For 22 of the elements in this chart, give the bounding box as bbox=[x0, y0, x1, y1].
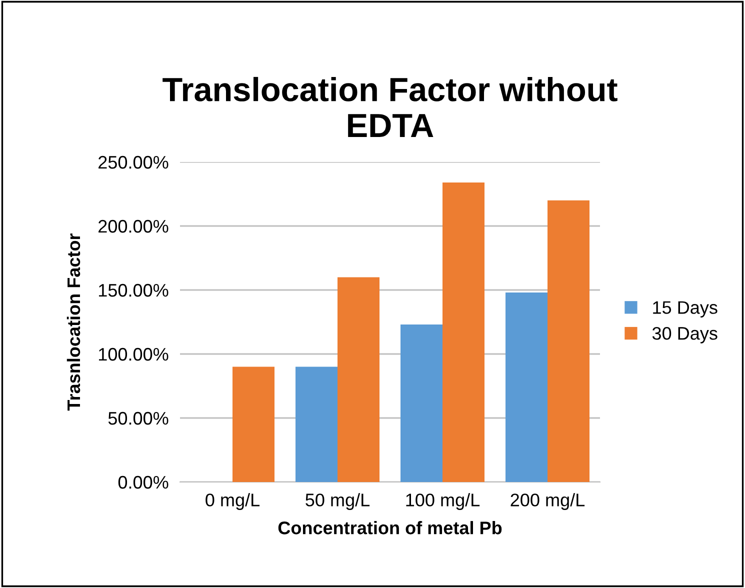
y-tick-label: 200.00% bbox=[98, 220, 168, 233]
bar bbox=[338, 277, 380, 482]
chart-title: Translocation Factor without EDTA bbox=[162, 76, 618, 137]
y-tick-label: 50.00% bbox=[108, 412, 168, 425]
x-tick-label: 100 mg/L bbox=[406, 493, 480, 510]
bar bbox=[548, 200, 590, 482]
y-tick-label: 150.00% bbox=[98, 284, 168, 297]
x-tick-label: 0 mg/L bbox=[206, 493, 260, 510]
y-tick-label: 0.00% bbox=[118, 476, 168, 489]
y-tick-label: 100.00% bbox=[98, 348, 168, 361]
bar bbox=[442, 182, 484, 482]
legend-label: 30 Days bbox=[652, 326, 718, 344]
bar bbox=[232, 366, 274, 482]
bar bbox=[400, 324, 442, 482]
legend-label: 15 Days bbox=[653, 301, 718, 318]
x-tick-label: 50 mg/L bbox=[306, 493, 370, 510]
bar bbox=[506, 292, 548, 482]
y-tick-label: 250.00% bbox=[98, 156, 168, 169]
bar bbox=[296, 366, 338, 482]
x-axis-title: Concentration of metal Pb bbox=[278, 521, 502, 534]
x-tick-label: 200 mg/L bbox=[510, 493, 585, 510]
y-axis-title: Trasnlocation Factor bbox=[66, 233, 80, 411]
